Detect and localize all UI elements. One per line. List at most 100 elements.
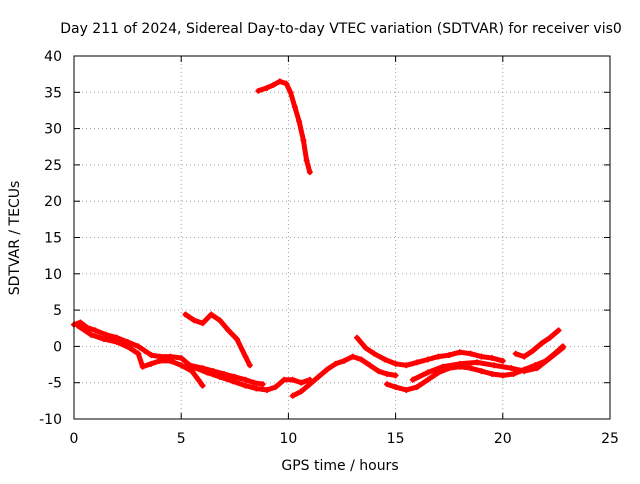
data-point (439, 363, 446, 370)
chart-title: Day 211 of 2024, Sidereal Day-to-day VTE… (60, 21, 622, 37)
x-tick-label: 25 (601, 431, 619, 447)
data-point (289, 392, 296, 399)
y-tick-label: -5 (48, 376, 62, 392)
data-point (424, 369, 431, 376)
data-point (263, 386, 270, 393)
data-point (467, 350, 474, 357)
y-tick-label: -10 (39, 412, 62, 428)
data-point (366, 362, 373, 369)
data-point (113, 339, 120, 346)
data-point (199, 382, 206, 389)
data-point (233, 336, 240, 343)
x-axis-label: GPS time / hours (281, 458, 398, 474)
data-point (92, 327, 99, 334)
data-point (534, 365, 541, 372)
y-tick-label: 25 (44, 158, 62, 174)
data-point (216, 317, 223, 324)
data-point (208, 311, 215, 318)
data-point (199, 320, 206, 327)
data-point (203, 369, 210, 376)
series-track-7 (354, 334, 506, 369)
data-point (75, 323, 82, 330)
series-track-2 (75, 323, 206, 389)
data-point (148, 360, 155, 367)
series-track-10 (512, 327, 562, 360)
data-point (184, 362, 191, 369)
data-point (381, 356, 388, 363)
data-point (242, 353, 249, 360)
data-point (231, 373, 238, 380)
data-point (508, 365, 515, 372)
data-point (414, 384, 421, 391)
data-point (354, 334, 361, 341)
data-point (499, 357, 506, 364)
plot-area (71, 78, 566, 399)
data-point (332, 360, 339, 367)
data-point (103, 331, 110, 338)
data-point (77, 319, 84, 326)
data-point (270, 82, 277, 89)
data-point (306, 381, 313, 388)
data-point (371, 350, 378, 357)
data-point (148, 352, 155, 359)
axis-ticks: 0 5 10 15 20 25 -10 -5 0 5 10 15 20 25 30 35 40 (39, 49, 619, 447)
data-point (296, 118, 303, 125)
data-point (88, 331, 95, 338)
data-point (315, 373, 322, 380)
data-point (182, 311, 189, 318)
data-point (167, 357, 174, 364)
data-point (349, 353, 356, 360)
data-point (474, 359, 481, 366)
data-point (255, 87, 262, 94)
data-point (195, 376, 202, 383)
x-tick-label: 0 (70, 431, 79, 447)
data-point (403, 386, 410, 393)
x-tick-label: 20 (494, 431, 512, 447)
data-point (478, 368, 485, 375)
data-point (259, 381, 266, 388)
data-point (298, 388, 305, 395)
x-tick-label: 15 (387, 431, 405, 447)
series-track-6 (289, 353, 399, 399)
data-point (489, 355, 496, 362)
data-point (178, 362, 185, 369)
y-tick-label: 15 (44, 231, 62, 247)
data-point (178, 355, 185, 362)
data-point (291, 103, 298, 110)
data-point (229, 378, 236, 385)
data-point (135, 350, 142, 357)
data-point (456, 360, 463, 367)
data-point (538, 340, 545, 347)
series-track-9 (409, 344, 566, 383)
data-point (135, 343, 142, 350)
data-point (424, 376, 431, 383)
y-axis-label: SDTVAR / TECUs (7, 181, 23, 296)
data-point (435, 353, 442, 360)
data-point (306, 169, 313, 176)
y-tick-label: 40 (44, 49, 62, 65)
data-point (384, 381, 391, 388)
data-point (467, 365, 474, 372)
data-point (251, 379, 258, 386)
data-point (156, 357, 163, 364)
data-point (124, 339, 131, 346)
series-track-5 (255, 78, 313, 176)
data-point (512, 350, 519, 357)
data-point (281, 376, 288, 383)
data-point (283, 80, 290, 87)
data-point (456, 349, 463, 356)
data-point (478, 353, 485, 360)
data-point (242, 382, 249, 389)
data-point (375, 368, 382, 375)
y-tick-label: 0 (53, 339, 62, 355)
data-point (521, 368, 528, 375)
data-point (489, 370, 496, 377)
x-tick-label: 5 (177, 431, 186, 447)
data-point (298, 379, 305, 386)
data-point (126, 344, 133, 351)
x-tick-label: 10 (279, 431, 297, 447)
data-point (559, 344, 566, 351)
data-point (546, 334, 553, 341)
